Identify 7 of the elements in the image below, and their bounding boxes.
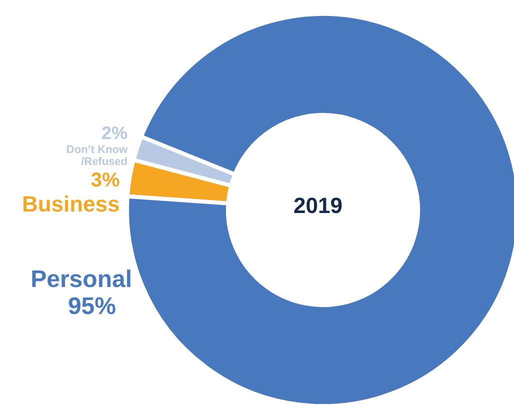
slice-label: Personal bbox=[30, 266, 132, 294]
slice-label: Don’t Know /Refused bbox=[66, 144, 128, 168]
data-label: 95% bbox=[68, 293, 116, 320]
slice-label: Business bbox=[22, 191, 120, 216]
data-label: 2% bbox=[102, 122, 128, 143]
data-label: 3% bbox=[90, 169, 120, 192]
text: 2019 bbox=[294, 193, 342, 218]
